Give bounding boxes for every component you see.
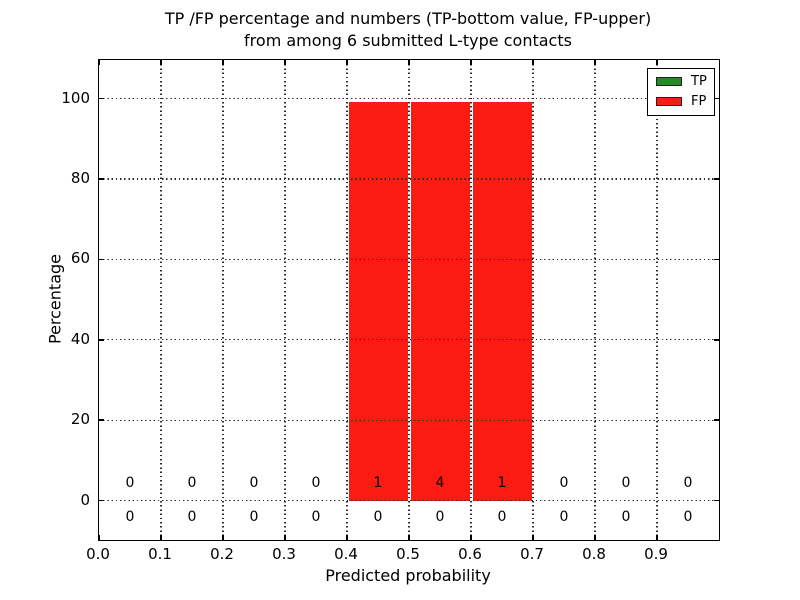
x-tick-mark xyxy=(98,535,100,540)
x-tick-mark xyxy=(160,535,162,540)
x-tick-label: 0.7 xyxy=(520,545,544,563)
v-gridline xyxy=(532,60,534,540)
x-tick-mark xyxy=(284,60,286,65)
fp-count-label: 1 xyxy=(373,474,383,491)
x-tick-mark xyxy=(470,535,472,540)
legend: TP FP xyxy=(647,68,715,116)
legend-item-tp: TP xyxy=(656,74,707,89)
y-tick-mark xyxy=(714,178,719,180)
v-gridline xyxy=(222,60,224,540)
chart-title-line1: TP /FP percentage and numbers (TP-bottom… xyxy=(164,9,652,28)
x-tick-mark xyxy=(346,535,348,540)
tp-count-label: 0 xyxy=(497,508,507,525)
y-tick-mark xyxy=(99,419,104,421)
x-tick-mark xyxy=(594,535,596,540)
x-tick-label: 0.4 xyxy=(334,545,358,563)
x-tick-mark xyxy=(532,535,534,540)
y-tick-label: 0 xyxy=(80,490,90,509)
tp-count-label: 0 xyxy=(125,508,135,525)
x-axis-label: Predicted probability xyxy=(325,566,491,585)
y-tick-mark xyxy=(714,339,719,341)
tp-count-label: 0 xyxy=(187,508,197,525)
tp-legend-swatch xyxy=(656,77,682,86)
plot-area: 0 0 0 0 0 0 0 0 0 0 0 0 0 0 1 4 1 0 0 0 TP FP xyxy=(98,59,720,541)
tp-count-label: 0 xyxy=(373,508,383,525)
y-tick-mark xyxy=(99,339,104,341)
fp-bar xyxy=(472,101,532,501)
fp-count-label: 0 xyxy=(187,474,197,491)
bars-layer xyxy=(99,60,719,540)
y-tick-mark xyxy=(714,258,719,261)
x-tick-label: 0.5 xyxy=(396,545,420,563)
fp-count-label: 4 xyxy=(435,474,445,491)
y-tick-mark xyxy=(99,178,104,180)
y-tick-mark xyxy=(99,258,104,261)
fp-bar xyxy=(348,101,408,501)
x-tick-mark xyxy=(98,60,100,65)
fp-count-label: 0 xyxy=(683,474,693,491)
x-tick-mark xyxy=(160,60,162,65)
x-tick-mark xyxy=(470,60,472,65)
x-tick-label: 0.1 xyxy=(148,545,172,563)
x-tick-mark xyxy=(222,60,224,65)
x-tick-mark xyxy=(408,535,410,540)
fp-count-label: 0 xyxy=(621,474,631,491)
y-tick-label: 100 xyxy=(61,88,90,107)
fp-bar xyxy=(410,101,470,501)
v-gridline xyxy=(346,60,348,540)
fp-count-label: 1 xyxy=(497,474,507,491)
v-gridline xyxy=(160,60,162,540)
annotations-layer: 0 0 0 0 0 0 0 0 0 0 0 0 0 0 1 4 1 0 0 0 xyxy=(99,60,719,540)
x-tick-label: 0.0 xyxy=(86,545,110,563)
x-tick-mark xyxy=(222,535,224,540)
x-tick-mark xyxy=(284,535,286,540)
v-gridline xyxy=(284,60,286,540)
y-tick-mark xyxy=(714,97,719,100)
v-gridline xyxy=(656,60,658,540)
x-tick-mark xyxy=(656,535,658,540)
fp-count-label: 0 xyxy=(559,474,569,491)
y-tick-mark xyxy=(714,419,719,421)
y-tick-label: 80 xyxy=(70,168,90,187)
y-tick-label: 40 xyxy=(70,329,90,348)
tp-count-label: 0 xyxy=(311,508,321,525)
chart-title-line2: from among 6 submitted L-type contacts xyxy=(244,31,572,50)
tick-marks-layer xyxy=(98,60,719,540)
x-tick-mark xyxy=(532,60,534,65)
y-tick-mark xyxy=(99,499,104,502)
x-tick-mark xyxy=(346,60,348,65)
fp-count-label: 0 xyxy=(249,474,259,491)
legend-item-fp: FP xyxy=(656,95,706,108)
tp-count-label: 0 xyxy=(435,508,445,525)
tp-count-label: 0 xyxy=(621,508,631,525)
tp-legend-label: TP xyxy=(691,74,707,89)
fp-legend-swatch xyxy=(656,97,682,106)
y-tick-label: 20 xyxy=(70,410,90,429)
x-tick-label: 0.9 xyxy=(644,545,668,563)
grid-layer xyxy=(99,60,719,540)
x-tick-label: 0.2 xyxy=(210,545,234,563)
v-gridline xyxy=(470,60,472,540)
x-tick-label: 0.3 xyxy=(272,545,296,563)
y-tick-mark xyxy=(714,499,719,502)
v-gridline xyxy=(594,60,596,540)
x-tick-label: 0.6 xyxy=(458,545,482,563)
x-tick-mark xyxy=(656,60,658,65)
fp-count-label: 0 xyxy=(311,474,321,491)
chart-title: TP /FP percentage and numbers (TP-bottom… xyxy=(98,8,718,52)
x-tick-mark xyxy=(408,60,410,65)
v-gridline xyxy=(408,60,410,540)
x-tick-label: 0.8 xyxy=(582,545,606,563)
y-tick-mark xyxy=(99,97,104,100)
fp-legend-label: FP xyxy=(691,94,707,109)
x-tick-mark xyxy=(594,60,596,65)
tp-count-label: 0 xyxy=(559,508,569,525)
y-tick-label: 60 xyxy=(70,249,90,268)
tp-count-label: 0 xyxy=(683,508,693,525)
tp-count-label: 0 xyxy=(249,508,259,525)
fp-count-label: 0 xyxy=(125,474,135,491)
